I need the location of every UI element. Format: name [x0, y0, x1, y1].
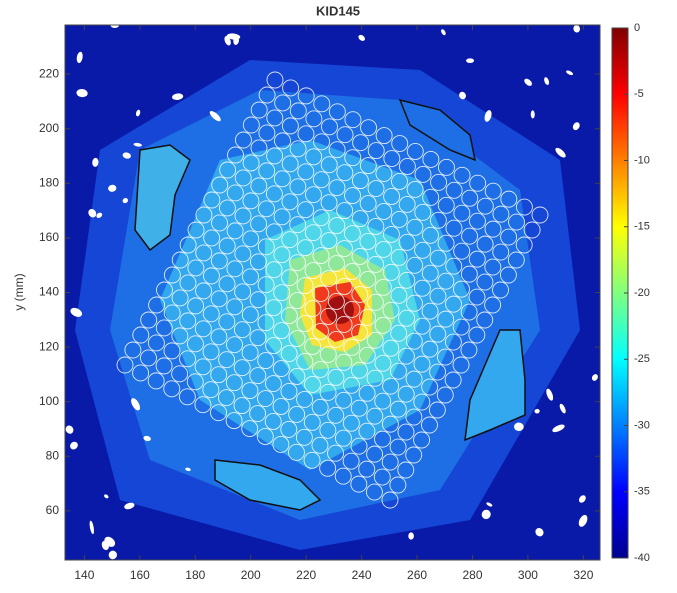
map-peak [326, 296, 354, 324]
colorbar-tick-label: -20 [634, 287, 650, 299]
x-tick-label: 140 [74, 568, 94, 582]
heatmap [64, 22, 600, 560]
colorbar-tick-label: -15 [634, 221, 650, 233]
y-tick-label: 60 [46, 503, 60, 517]
speckle [466, 58, 474, 63]
colorbar-tick-label: -35 [634, 486, 650, 498]
colorbar-tick-label: 0 [634, 22, 640, 34]
x-tick-label: 200 [241, 568, 261, 582]
x-tick-label: 240 [352, 568, 372, 582]
colorbar-tick-label: -40 [634, 552, 650, 564]
x-tick-label: 220 [296, 568, 316, 582]
x-tick-label: 180 [185, 568, 205, 582]
y-tick-label: 200 [39, 121, 59, 135]
colorbar-tick-label: -10 [634, 154, 650, 166]
chart-title: KID145 [316, 3, 360, 18]
y-tick-label: 180 [39, 175, 59, 189]
y-tick-label: 140 [39, 285, 59, 299]
colorbar-tick-label: -5 [634, 88, 644, 100]
page: {"chart_data": {"type": "heatmap", "titl… [0, 0, 677, 593]
chart: KID145 y (mm) 140 160 180 200 220 240 260 280 30… [0, 0, 677, 588]
colorbar-tick-label: -25 [634, 353, 650, 365]
y-tick-label: 220 [39, 66, 59, 80]
y-tick-label: 160 [39, 230, 59, 244]
x-tick-label: 320 [573, 568, 593, 582]
x-tick-label: 300 [518, 568, 538, 582]
x-tick-label: 260 [407, 568, 427, 582]
colorbar-tick-label: -30 [634, 419, 650, 431]
y-tick-label: 80 [46, 448, 60, 462]
y-tick-label: 100 [39, 394, 59, 408]
x-tick-label: 280 [462, 568, 482, 582]
y-axis-label: y (mm) [12, 273, 26, 310]
x-tick-label: 160 [130, 568, 150, 582]
y-tick-label: 120 [39, 339, 59, 353]
